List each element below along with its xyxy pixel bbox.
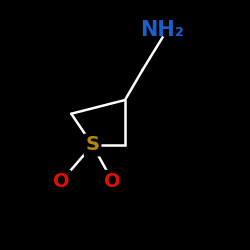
Text: S: S	[86, 136, 100, 154]
Text: O: O	[53, 172, 70, 191]
Text: O: O	[104, 172, 121, 191]
Text: NH₂: NH₂	[140, 20, 184, 40]
